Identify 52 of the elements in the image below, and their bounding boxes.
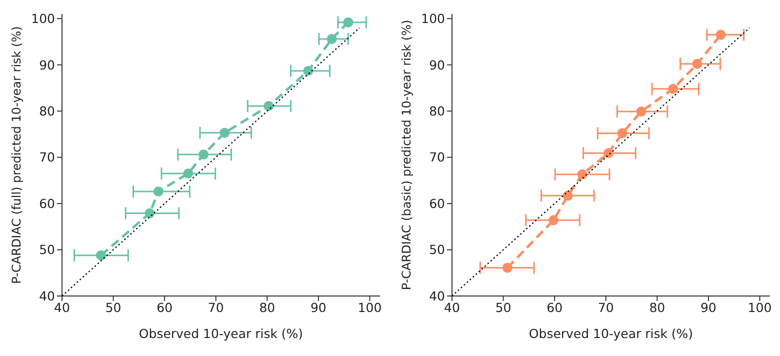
y-tick-label: 70 [429, 150, 446, 165]
point [264, 100, 274, 111]
point [716, 30, 726, 40]
y-tick-label: 80 [429, 104, 446, 119]
point [668, 84, 678, 94]
point [183, 168, 194, 178]
point [603, 148, 614, 158]
x-tick-label: 40 [444, 300, 460, 315]
y-tick-label: 60 [39, 196, 56, 211]
y-tick-label: 60 [429, 196, 446, 211]
y-tick-label: 50 [429, 242, 446, 258]
point [96, 250, 106, 260]
point [303, 66, 314, 76]
point [502, 262, 512, 273]
x-tick-label: 100 [358, 300, 382, 315]
point [153, 186, 164, 197]
y-tick-label: 40 [39, 288, 56, 304]
y-tick-label: 70 [39, 150, 56, 165]
point [198, 150, 209, 160]
x-tick-label: 90 [700, 300, 716, 315]
y-tick-label: 90 [39, 57, 56, 72]
point [220, 128, 230, 138]
x-tick-label: 70 [208, 300, 224, 315]
point [562, 190, 573, 201]
x-tick-label: 40 [54, 300, 70, 315]
x-tick-label: 70 [598, 300, 614, 315]
y-tick-label: 40 [429, 288, 446, 304]
y-tick-label: 100 [31, 11, 56, 26]
x-tick-label: 50 [105, 300, 122, 315]
point [636, 106, 646, 117]
y-axis-title: P-CARDIAC (basic) predicted 10-year risk (%) [399, 20, 414, 290]
x-tick-label: 80 [259, 300, 276, 315]
y-tick-label: 90 [429, 57, 446, 72]
point [548, 215, 559, 226]
point [343, 17, 354, 28]
point [617, 128, 628, 138]
x-tick-label: 50 [495, 300, 512, 315]
x-tick-label: 100 [748, 300, 772, 315]
y-axis-title: P-CARDIAC (full) predicted 10-year risk (%) [9, 26, 24, 284]
x-tick-label: 60 [546, 300, 563, 315]
y-tick-label: 80 [39, 104, 56, 119]
x-tick-label: 80 [649, 300, 666, 315]
point [692, 58, 702, 69]
x-axis-title: Observed 10-year risk (%) [138, 326, 304, 341]
x-tick-label: 90 [310, 300, 326, 315]
point [326, 34, 337, 44]
y-tick-label: 50 [39, 242, 56, 258]
point [577, 169, 588, 180]
x-axis-title: Observed 10-year risk (%) [528, 326, 694, 341]
y-tick-label: 100 [421, 11, 446, 26]
x-tick-label: 60 [156, 300, 173, 315]
point [144, 208, 155, 218]
